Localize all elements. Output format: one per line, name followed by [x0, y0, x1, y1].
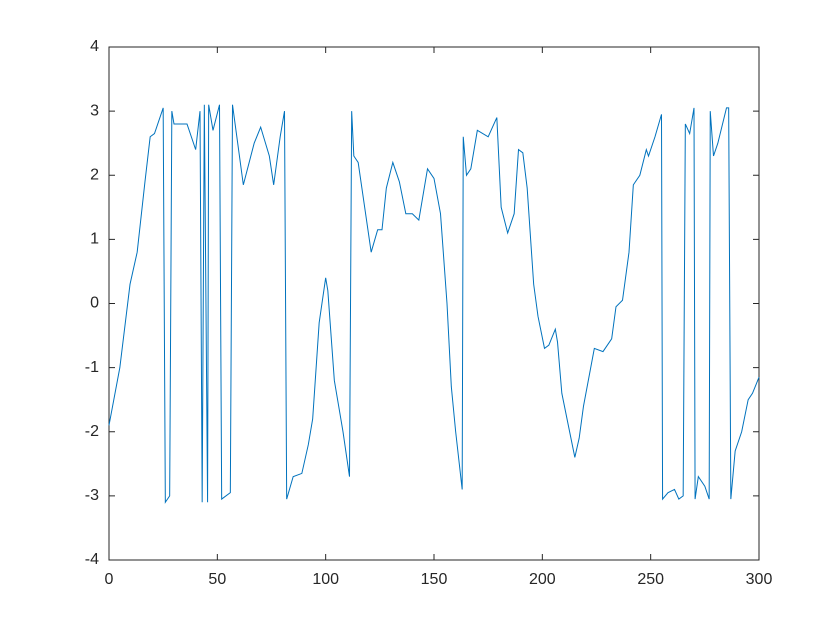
- axes-box: [108, 46, 760, 561]
- x-tick-label: 250: [637, 571, 664, 588]
- y-tick-label: 0: [90, 295, 99, 312]
- y-tick-label: -1: [85, 359, 99, 376]
- y-tick-label: -3: [85, 487, 99, 504]
- x-tick-label: 100: [312, 571, 339, 588]
- data-line: [108, 104, 760, 504]
- y-tick-label: 3: [90, 102, 99, 119]
- x-tick-label: 50: [208, 571, 226, 588]
- y-tick-label: -4: [85, 551, 99, 568]
- y-tick-label: 1: [90, 231, 99, 248]
- y-tick-label: 4: [90, 38, 99, 55]
- x-tick-label: 300: [746, 571, 773, 588]
- y-tick-label: -2: [85, 423, 99, 440]
- y-tick-label: 2: [90, 166, 99, 183]
- x-tick-label: 200: [529, 571, 556, 588]
- x-tick-label: 150: [421, 571, 448, 588]
- x-tick-label: 0: [105, 571, 114, 588]
